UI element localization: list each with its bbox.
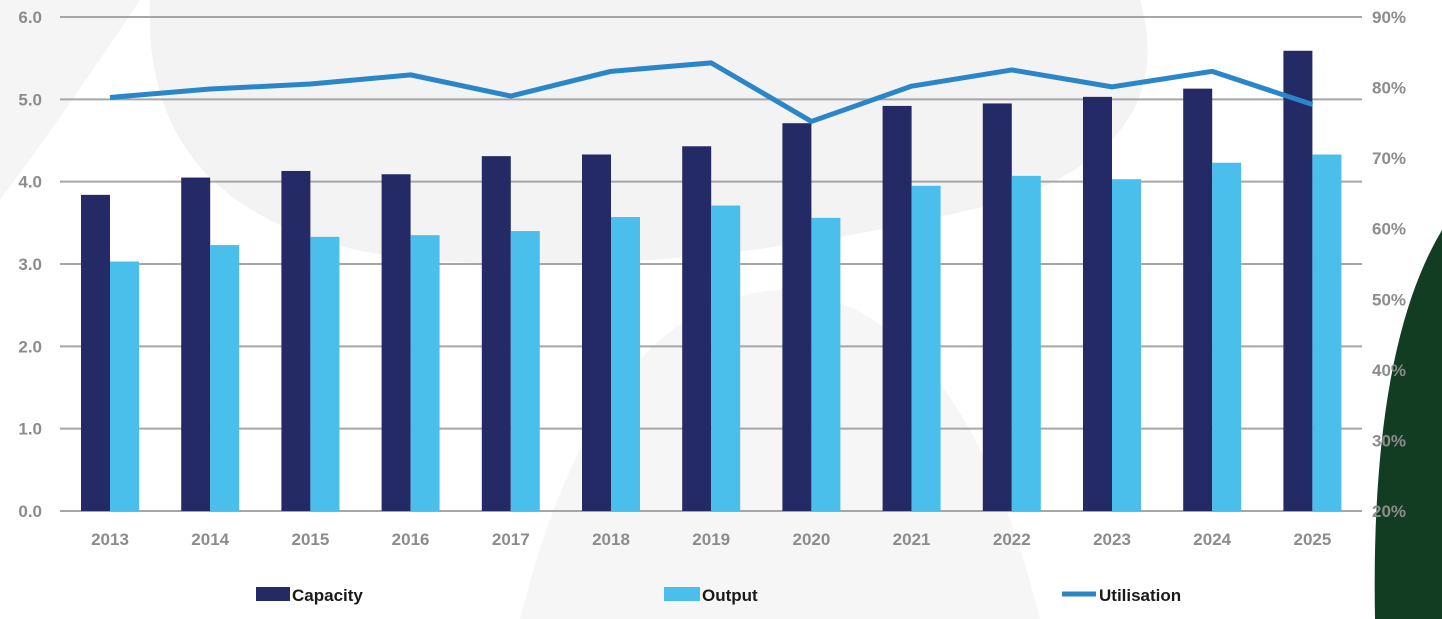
x-tick-label: 2013 (91, 530, 129, 549)
y2-tick-label: 50% (1372, 290, 1406, 309)
y-axis-left: 0.0 1.0 2.0 3.0 4.0 5.0 6.0 (18, 8, 42, 521)
x-tick-label: 2022 (993, 530, 1031, 549)
capacity-bar-2017 (481, 156, 511, 512)
x-tick-label: 2021 (893, 530, 931, 549)
legend-swatch-capacity (256, 587, 290, 601)
output-bar-2015 (310, 236, 340, 511)
output-bar-2018 (611, 217, 640, 511)
y2-tick-label: 90% (1372, 8, 1406, 27)
legend-label-capacity: Capacity (292, 586, 363, 605)
x-tick-label: 2019 (692, 530, 730, 549)
y-tick-label: 2.0 (18, 337, 42, 356)
legend: Capacity Output Utilisation (256, 586, 1181, 605)
y-tick-label: 5.0 (18, 90, 42, 109)
legend-label-output: Output (702, 586, 758, 605)
capacity-bar-2016 (381, 174, 411, 512)
x-tick-label: 2024 (1193, 530, 1231, 549)
y2-tick-label: 70% (1372, 149, 1406, 168)
capacity-bar-2024 (1183, 88, 1213, 511)
output-bar-2017 (510, 231, 540, 512)
x-tick-label: 2020 (792, 530, 830, 549)
capacity-bar-2021 (882, 105, 912, 512)
capacity-bar-2020 (782, 123, 812, 512)
capacity-bar-2013 (81, 194, 110, 511)
x-tick-label: 2017 (492, 530, 530, 549)
x-tick-label: 2018 (592, 530, 630, 549)
output-bar-2023 (1112, 179, 1141, 512)
legend-swatch-output (664, 587, 700, 601)
x-tick-label: 2015 (291, 530, 329, 549)
x-tick-label: 2016 (392, 530, 430, 549)
utilisation-line (109, 60, 1314, 124)
utilisation-line-group (109, 60, 1314, 124)
output-bar-2021 (911, 185, 941, 512)
output-bar-2022 (1011, 175, 1041, 512)
output-bar-2020 (811, 217, 841, 512)
output-bar-2014 (210, 245, 240, 511)
y2-tick-label: 60% (1372, 220, 1406, 239)
x-tick-label: 2023 (1093, 530, 1131, 549)
x-axis: 2013 2014 2015 2016 2017 2018 2019 2020 2021 2022… (91, 530, 1331, 549)
capacity-bar-2023 (1083, 96, 1112, 511)
legend-label-utilisation: Utilisation (1099, 586, 1181, 605)
y-axis-right: 20% 30% 40% 50% 60% 70% 80% 90% (1372, 8, 1406, 521)
y2-tick-label: 30% (1372, 431, 1406, 450)
capacity-bar-2019 (682, 146, 712, 511)
output-bar-2025 (1312, 154, 1342, 511)
y-tick-label: 3.0 (18, 255, 42, 274)
output-bar-2016 (410, 235, 440, 511)
x-tick-label: 2014 (191, 530, 229, 549)
capacity-bar-2022 (982, 103, 1012, 511)
capacity-bar-2018 (582, 154, 611, 511)
y-tick-label: 4.0 (18, 173, 42, 192)
capacity-bar-2014 (181, 177, 211, 512)
output-bar-2019 (711, 205, 741, 511)
x-tick-label: 2025 (1293, 530, 1331, 549)
y2-tick-label: 20% (1372, 502, 1406, 521)
capacity-bar-2025 (1283, 50, 1313, 512)
y-tick-label: 1.0 (18, 420, 42, 439)
bars (81, 50, 1342, 512)
y-tick-label: 0.0 (18, 502, 42, 521)
y2-tick-label: 40% (1372, 361, 1406, 380)
y-tick-label: 6.0 (18, 8, 42, 27)
output-bar-2013 (110, 261, 139, 511)
output-bar-2024 (1212, 162, 1242, 512)
y2-tick-label: 80% (1372, 79, 1406, 98)
capacity-bar-2015 (281, 170, 311, 512)
